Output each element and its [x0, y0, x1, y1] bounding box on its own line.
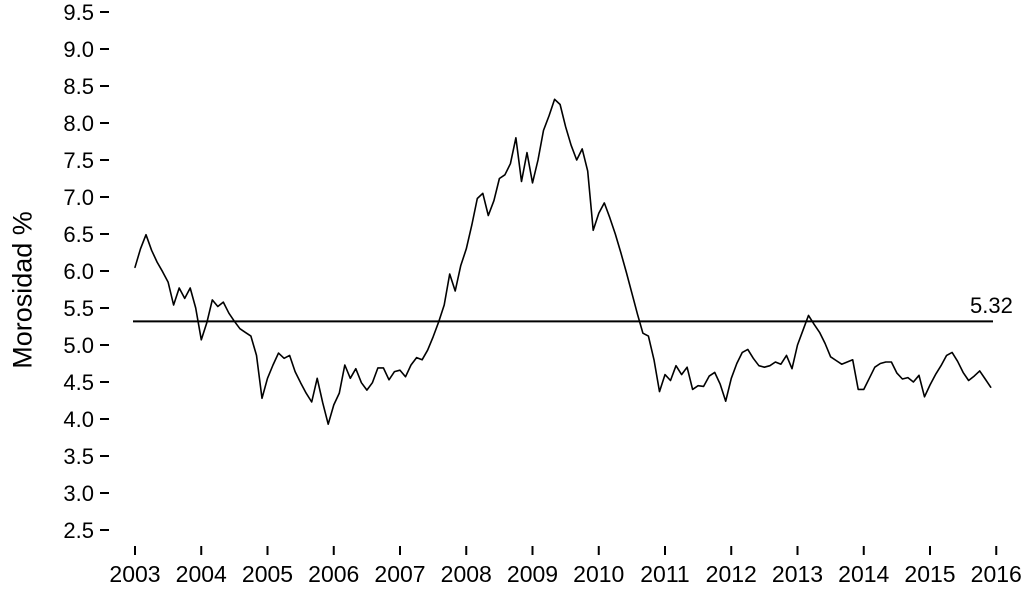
y-tick-label: 7.0 [63, 185, 94, 210]
reference-line-label: 5.32 [970, 293, 1013, 318]
x-tick-label: 2011 [640, 561, 689, 587]
y-tick-label: 7.5 [63, 148, 94, 173]
y-tick-label: 5.5 [63, 296, 94, 321]
y-tick-label: 9.0 [63, 37, 94, 62]
y-tick-label: 9.5 [63, 0, 94, 25]
x-tick-label: 2016 [971, 561, 1022, 587]
y-tick-label: 3.0 [63, 481, 94, 506]
x-tick-label: 2008 [441, 561, 492, 587]
y-tick-label: 3.5 [63, 444, 94, 469]
x-tick-label: 2009 [507, 561, 558, 587]
y-tick-label: 4.0 [63, 407, 94, 432]
x-tick-label: 2013 [772, 561, 823, 587]
x-tick-label: 2012 [706, 561, 757, 587]
y-tick-label: 4.5 [63, 370, 94, 395]
x-tick-label: 2010 [573, 561, 624, 587]
series-line [134, 98, 992, 426]
y-tick-label: 8.0 [63, 111, 94, 136]
x-tick-label: 2014 [838, 561, 889, 587]
y-tick-label: 5.0 [63, 333, 94, 358]
x-tick-label: 2015 [904, 561, 955, 587]
y-tick-label: 6.0 [63, 259, 94, 284]
y-tick-label: 6.5 [63, 222, 94, 247]
x-tick-label: 2007 [374, 561, 425, 587]
y-tick-label: 8.5 [63, 74, 94, 99]
x-tick-label: 2005 [242, 561, 293, 587]
x-tick-label: 2006 [308, 561, 359, 587]
x-tick-label: 2003 [109, 561, 160, 587]
y-tick-label: 2.5 [63, 518, 94, 543]
x-tick-label: 2004 [176, 561, 227, 587]
y-axis-title: Morosidad % [7, 211, 38, 369]
